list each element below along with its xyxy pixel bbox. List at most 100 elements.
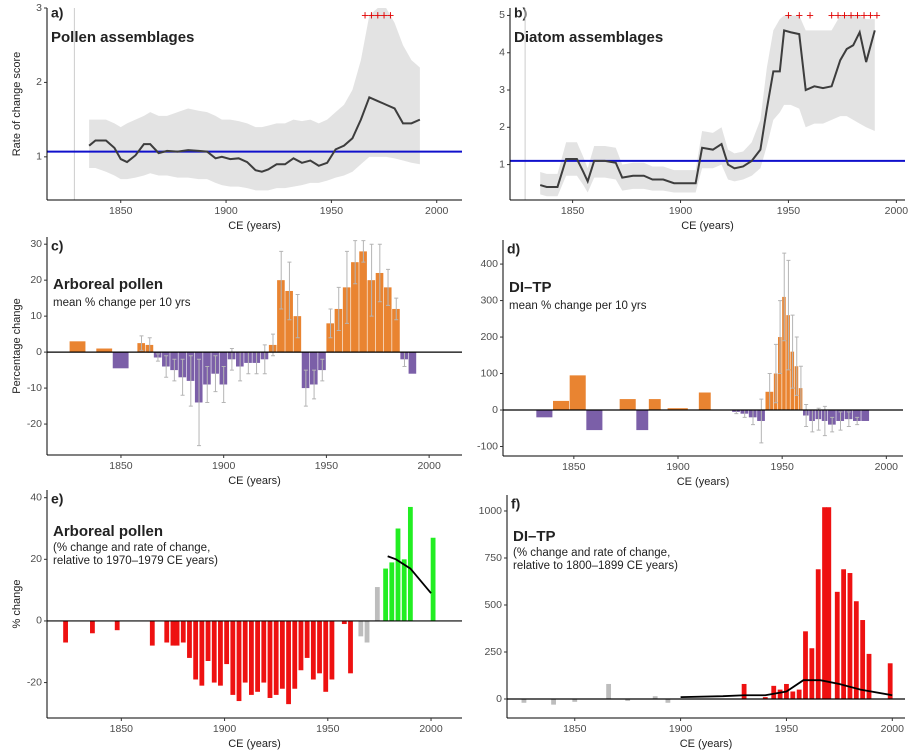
bar bbox=[648, 399, 661, 411]
bar bbox=[847, 573, 853, 700]
bar bbox=[619, 399, 636, 411]
bar bbox=[625, 699, 631, 701]
significance-marker: + bbox=[368, 7, 376, 22]
bar bbox=[358, 620, 364, 637]
bar bbox=[536, 410, 553, 418]
significance-marker: + bbox=[795, 7, 803, 22]
bar bbox=[359, 251, 367, 353]
x-tick-label: 1850 bbox=[562, 461, 586, 473]
bar bbox=[180, 620, 186, 643]
bar bbox=[796, 689, 802, 700]
bar bbox=[698, 392, 711, 411]
panel-label: b) bbox=[514, 5, 527, 21]
y-axis-label: Rate of change score bbox=[11, 52, 23, 157]
significance-marker: + bbox=[380, 7, 388, 22]
y-axis-label: % change bbox=[11, 580, 23, 629]
bar bbox=[803, 631, 808, 700]
error-bar bbox=[164, 355, 169, 378]
x-tick-label: 2000 bbox=[425, 205, 449, 217]
bar bbox=[569, 375, 586, 411]
x-axis-label: CE (years) bbox=[681, 220, 734, 232]
error-bar bbox=[782, 252, 787, 342]
bar bbox=[211, 620, 217, 683]
bar bbox=[860, 620, 866, 700]
y-tick-label: 4 bbox=[499, 47, 505, 59]
bar bbox=[277, 280, 285, 353]
bar bbox=[374, 587, 380, 621]
panel-title: Diatom assemblages bbox=[514, 29, 663, 46]
error-bar bbox=[303, 369, 308, 407]
bar bbox=[665, 699, 671, 703]
x-tick-label: 2000 bbox=[417, 460, 441, 472]
bar bbox=[224, 620, 230, 665]
panel-label: d) bbox=[507, 241, 520, 257]
bar bbox=[762, 697, 768, 700]
x-tick-label: 1950 bbox=[315, 460, 339, 472]
rate-line bbox=[539, 29, 876, 188]
error-bar bbox=[822, 405, 827, 437]
bar bbox=[249, 620, 254, 695]
panel-title: DI–TP bbox=[513, 528, 556, 545]
bar bbox=[69, 341, 86, 353]
bar bbox=[375, 272, 384, 353]
y-tick-label: 2 bbox=[499, 121, 505, 133]
bar bbox=[408, 352, 417, 374]
error-bar bbox=[838, 411, 843, 431]
bar bbox=[841, 569, 847, 700]
bar bbox=[285, 290, 293, 353]
bar bbox=[267, 620, 273, 698]
bar bbox=[112, 352, 129, 369]
bar bbox=[317, 620, 322, 674]
x-tick-label: 1900 bbox=[666, 461, 690, 473]
panel-title: Arboreal pollen bbox=[53, 523, 163, 540]
significance-marker: + bbox=[847, 7, 855, 22]
bar bbox=[572, 699, 578, 702]
bar bbox=[430, 537, 436, 621]
bar bbox=[392, 308, 400, 353]
error-bar bbox=[213, 355, 218, 393]
bar bbox=[667, 408, 688, 411]
error-bar bbox=[773, 343, 778, 404]
x-tick-label: 2000 bbox=[885, 205, 908, 217]
x-tick-label: 1850 bbox=[109, 460, 133, 472]
bar bbox=[383, 287, 392, 353]
panel-label: a) bbox=[51, 5, 63, 21]
error-bar bbox=[816, 407, 821, 431]
bar bbox=[822, 507, 827, 700]
bar bbox=[329, 620, 335, 680]
bar bbox=[834, 591, 840, 700]
bar bbox=[114, 620, 120, 631]
bar bbox=[341, 620, 347, 625]
bar bbox=[606, 683, 612, 700]
bar bbox=[96, 348, 113, 353]
x-tick-label: 1950 bbox=[770, 461, 794, 473]
x-tick-label: 1850 bbox=[563, 723, 587, 735]
x-axis-label: CE (years) bbox=[228, 220, 281, 232]
bar bbox=[351, 262, 359, 353]
error-bar bbox=[197, 358, 202, 447]
bar bbox=[170, 620, 176, 646]
error-bar bbox=[262, 344, 267, 375]
x-tick-label: 1850 bbox=[561, 205, 585, 217]
bar bbox=[636, 410, 649, 431]
bar bbox=[63, 620, 68, 643]
significance-marker: + bbox=[828, 7, 836, 22]
panel-subtitle: (% change and rate of change, bbox=[513, 547, 670, 559]
bar bbox=[553, 400, 570, 411]
panel-subtitle: mean % change per 10 yrs bbox=[509, 300, 647, 312]
bar bbox=[826, 507, 832, 700]
panel-subtitle: relative to 1800–1899 CE years) bbox=[513, 560, 678, 572]
y-tick-label: -20 bbox=[27, 676, 42, 688]
significance-marker: + bbox=[806, 7, 814, 22]
y-tick-label: 10 bbox=[30, 310, 42, 322]
error-bar bbox=[287, 261, 292, 321]
significance-marker: + bbox=[387, 7, 395, 22]
panel-subtitle: relative to 1970–1979 CE years) bbox=[53, 555, 218, 567]
x-tick-label: 1850 bbox=[109, 205, 133, 217]
error-bar bbox=[855, 416, 860, 426]
bar bbox=[205, 620, 211, 661]
y-tick-label: 1000 bbox=[479, 505, 503, 517]
significance-marker: + bbox=[785, 7, 793, 22]
x-tick-label: 1900 bbox=[669, 205, 693, 217]
